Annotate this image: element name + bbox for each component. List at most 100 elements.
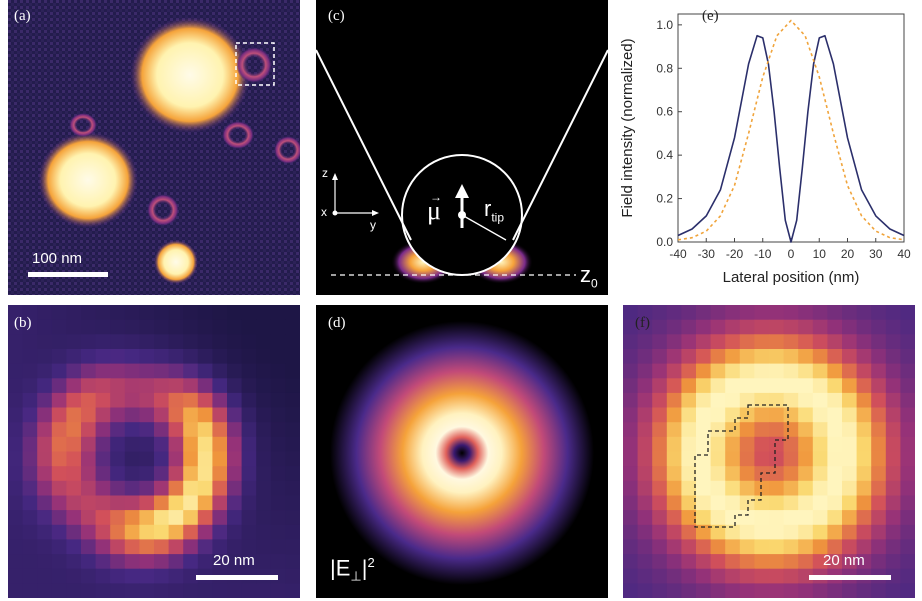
pixel bbox=[652, 305, 668, 321]
pixel bbox=[871, 422, 887, 438]
pixel bbox=[666, 392, 682, 409]
pixel bbox=[769, 349, 785, 365]
pixel bbox=[769, 319, 785, 335]
pixel bbox=[241, 495, 257, 511]
pixel bbox=[681, 495, 697, 511]
pixel bbox=[623, 392, 639, 409]
pixel bbox=[51, 568, 67, 584]
pixel bbox=[51, 554, 67, 570]
pixel bbox=[241, 378, 257, 394]
pixel bbox=[81, 510, 97, 526]
pixel bbox=[696, 495, 712, 511]
pixel bbox=[22, 510, 38, 526]
pixel bbox=[827, 480, 843, 497]
pixel bbox=[81, 436, 97, 453]
pixel bbox=[66, 583, 82, 598]
pixel bbox=[95, 392, 111, 409]
pixel bbox=[696, 305, 712, 321]
pixel bbox=[885, 334, 901, 350]
pixel bbox=[8, 363, 24, 379]
pixel bbox=[110, 495, 126, 511]
pixel bbox=[739, 436, 755, 453]
pixel bbox=[95, 466, 111, 482]
pixel bbox=[227, 480, 243, 497]
pixel bbox=[798, 319, 814, 335]
pixel bbox=[139, 524, 155, 541]
pixel bbox=[666, 480, 682, 497]
pixel bbox=[110, 524, 126, 541]
pixel bbox=[710, 495, 726, 511]
pixel bbox=[212, 422, 228, 438]
pixel bbox=[256, 524, 272, 541]
pixel bbox=[154, 466, 170, 482]
pixel bbox=[842, 319, 858, 335]
pixel bbox=[710, 554, 726, 570]
pixel bbox=[827, 349, 843, 365]
pixel bbox=[37, 392, 53, 409]
pixel bbox=[900, 363, 915, 379]
pixel bbox=[637, 363, 653, 379]
pixel bbox=[798, 466, 814, 482]
pixel bbox=[885, 568, 901, 584]
pixel bbox=[183, 334, 199, 350]
pixel bbox=[885, 510, 901, 526]
pixel bbox=[652, 319, 668, 335]
pixel bbox=[8, 451, 24, 467]
pixel bbox=[95, 305, 111, 321]
pixel bbox=[154, 495, 170, 511]
pixel bbox=[623, 334, 639, 350]
pixel bbox=[168, 319, 184, 335]
pixel bbox=[8, 422, 24, 438]
pixel bbox=[81, 392, 97, 409]
pixel bbox=[827, 510, 843, 526]
pixel bbox=[725, 378, 741, 394]
pixel bbox=[227, 495, 243, 511]
pixel bbox=[241, 392, 257, 409]
pixel bbox=[725, 539, 741, 555]
pixel bbox=[754, 480, 770, 497]
pixel bbox=[183, 524, 199, 541]
pixel bbox=[681, 583, 697, 598]
pixel bbox=[168, 524, 184, 541]
plot-frame bbox=[677, 13, 905, 243]
pixel bbox=[227, 554, 243, 570]
pixel bbox=[827, 436, 843, 453]
pixel bbox=[37, 480, 53, 497]
pixel bbox=[710, 451, 726, 467]
pixel bbox=[241, 524, 257, 541]
pixel bbox=[681, 422, 697, 438]
pixel bbox=[666, 363, 682, 379]
pixel bbox=[623, 422, 639, 438]
pixel bbox=[798, 568, 814, 584]
pixel bbox=[783, 407, 799, 423]
pixel bbox=[66, 495, 82, 511]
pixel bbox=[827, 334, 843, 350]
pixel bbox=[197, 539, 213, 555]
pixel bbox=[885, 363, 901, 379]
pixel bbox=[227, 363, 243, 379]
pixel bbox=[124, 436, 140, 453]
pixel bbox=[871, 334, 887, 350]
pixel bbox=[725, 451, 741, 467]
y-tick-label: 0.2 bbox=[656, 192, 673, 206]
x-tick-label: -10 bbox=[754, 247, 772, 261]
panel-f: (f) 20 nm bbox=[623, 305, 915, 598]
pixel bbox=[710, 363, 726, 379]
pixel bbox=[110, 349, 126, 365]
pixel bbox=[900, 466, 915, 482]
scalebar-b bbox=[196, 575, 278, 580]
pixel bbox=[783, 524, 799, 541]
pixel bbox=[139, 495, 155, 511]
pixel bbox=[183, 480, 199, 497]
pixel bbox=[66, 554, 82, 570]
pixel bbox=[81, 480, 97, 497]
panel-b: (b) 20 nm bbox=[8, 305, 300, 598]
pixel bbox=[885, 539, 901, 555]
pixel bbox=[871, 480, 887, 497]
pixel bbox=[183, 363, 199, 379]
pixel bbox=[798, 392, 814, 409]
y-tick-label: 0.8 bbox=[656, 61, 673, 75]
pixel bbox=[856, 583, 872, 598]
pixel bbox=[637, 349, 653, 365]
x-tick-label: 20 bbox=[841, 247, 855, 261]
